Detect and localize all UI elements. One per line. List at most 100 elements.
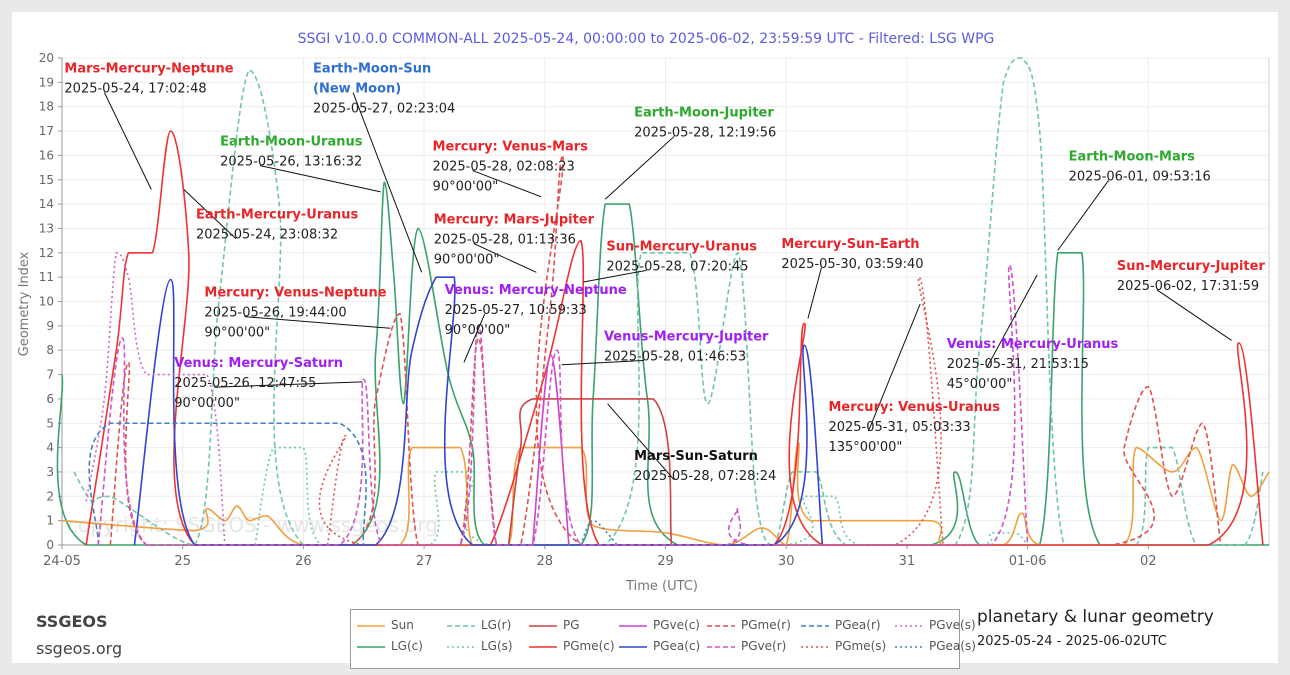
y-tick-label: 10: [39, 295, 54, 309]
annotation-title: Mercury: Mars-Jupiter: [434, 213, 595, 228]
annotation: Earth-Moon-Mars 2025-06-01, 09:53:16: [1058, 149, 1211, 250]
annotation-leader-line: [1157, 290, 1232, 341]
annotation: Sun-Mercury-Jupiter 2025-06-02, 17:31:59: [1117, 259, 1266, 341]
x-tick-label: 28: [537, 554, 554, 569]
annotation-date: 2025-05-26, 12:47:55: [174, 376, 316, 391]
annotation-date: 2025-05-28, 01:13:36: [434, 233, 576, 248]
annotation-date: 2025-05-26, 13:16:32: [220, 155, 362, 170]
legend-label: PGea(r): [835, 618, 881, 632]
annotation-leader-line: [808, 268, 821, 319]
annotation: Mercury: Venus-Neptune 2025-05-26, 19:44:…: [204, 286, 390, 341]
annotation-date: 2025-06-01, 09:53:16: [1069, 169, 1211, 184]
annotation-leader-line: [987, 275, 1038, 368]
annotation-title: Earth-Moon-Jupiter: [634, 105, 774, 120]
annotation-title: Mars-Mercury-Neptune: [64, 62, 233, 77]
y-tick-label: 6: [46, 392, 54, 406]
x-tick-label: 27: [416, 554, 433, 569]
annotation-title: Earth-Moon-Uranus: [220, 135, 363, 150]
legend-swatch: [619, 642, 647, 652]
x-tick-label: 31: [899, 554, 916, 569]
y-tick-label: 18: [39, 100, 54, 114]
annotation-leader-line: [353, 93, 422, 273]
annotation-title: Sun-Mercury-Jupiter: [1117, 259, 1266, 274]
subtitle: planetary & lunar geometry: [977, 607, 1214, 627]
event-annotations: Mars-Mercury-Neptune 2025-05-24, 17:02:48…: [64, 62, 1265, 484]
annotation-title: Venus: Mercury-Saturn: [174, 356, 343, 371]
legend-label: PGea(s): [929, 639, 976, 653]
legend-swatch: [895, 642, 923, 652]
annotation-angle: 90°00'00": [445, 323, 511, 338]
annotation-angle: 90°00'00": [204, 326, 270, 341]
annotation-date: 2025-05-24, 17:02:48: [64, 82, 206, 97]
brand-name: SSGEOS: [36, 612, 108, 631]
legend-swatch: [801, 642, 829, 652]
annotation-date: 2025-05-24, 23:08:32: [196, 228, 338, 243]
brand-url[interactable]: ssgeos.org: [36, 639, 122, 658]
legend-swatch: [529, 621, 557, 631]
annotation-date: 2025-06-02, 17:31:59: [1117, 279, 1259, 294]
y-tick-label: 5: [46, 416, 54, 430]
annotation-angle: 90°00'00": [174, 396, 240, 411]
annotation: Mercury: Venus-Mars 2025-05-28, 02:08:23 9…: [433, 140, 589, 197]
annotation-title: Mars-Sun-Saturn: [634, 449, 758, 464]
chart-frame: SSGI v10.0.0 COMMON-ALL 2025-05-24, 00:0…: [12, 12, 1278, 663]
legend-swatch: [447, 642, 475, 652]
annotation: Mercury-Sun-Earth 2025-05-30, 03:59:40: [781, 237, 923, 319]
legend-swatch: [707, 642, 735, 652]
annotation-date: 2025-05-28, 07:28:24: [634, 469, 776, 484]
y-tick-label: 9: [46, 319, 54, 333]
annotation-date: 2025-05-27, 02:23:04: [313, 102, 455, 117]
annotation-date: 2025-05-28, 02:08:23: [433, 160, 575, 175]
legend-label: PGve(s): [929, 618, 976, 632]
legend-label: PGme(r): [741, 618, 791, 632]
y-tick-label: 2: [46, 489, 54, 503]
annotation-date: 2025-05-28, 12:19:56: [634, 125, 776, 140]
legend-label: PGme(s): [835, 639, 886, 653]
y-tick-label: 17: [39, 124, 54, 138]
y-axis-label: Geometry Index: [17, 251, 32, 356]
annotation-date: 2025-05-30, 03:59:40: [781, 257, 923, 272]
legend-label: LG(c): [391, 639, 423, 653]
legend-label: PG: [563, 618, 580, 632]
y-tick-label: 8: [46, 343, 54, 357]
legend-label: PGve(c): [653, 618, 700, 632]
legend-swatch: [447, 621, 475, 631]
y-tick-label: 12: [39, 246, 54, 260]
annotation-title: Mercury: Venus-Mars: [433, 140, 589, 155]
annotation: Earth-Mercury-Uranus 2025-05-24, 23:08:32: [184, 189, 359, 242]
legend-label: LG(r): [481, 618, 511, 632]
legend-label: Sun: [391, 618, 414, 632]
annotation-date: 2025-05-28, 01:46:53: [604, 349, 746, 364]
y-tick-label: 15: [39, 173, 54, 187]
annotation: Earth-Moon-Uranus 2025-05-26, 13:16:32: [220, 135, 381, 192]
annotation-title: Venus-Mercury-Jupiter: [604, 329, 769, 344]
legend: Sun LG(r) PG PGve(c) PGme(r) PGea(r) PGve(s) LG…: [350, 609, 960, 669]
annotation-title: Earth-Mercury-Uranus: [196, 208, 359, 223]
x-tick-label: 30: [778, 554, 795, 569]
legend-swatch: [529, 642, 557, 652]
y-tick-label: 7: [46, 368, 54, 382]
y-tick-label: 16: [39, 148, 54, 162]
annotation-date: 2025-05-26, 19:44:00: [204, 306, 346, 321]
y-tick-label: 13: [39, 221, 54, 235]
legend-label: PGea(c): [653, 639, 700, 653]
y-tick-label: 11: [39, 270, 54, 284]
y-tick-label: 4: [46, 441, 54, 455]
legend-label: PGme(c): [563, 639, 615, 653]
y-tick-label: 1: [46, 514, 54, 528]
x-axis-label: Time (UTC): [625, 579, 698, 594]
legend-swatch: [707, 621, 735, 631]
y-tick-label: 14: [39, 197, 54, 211]
annotation-title-line2: (New Moon): [313, 82, 401, 97]
geometry-index-chart: SSGI v10.0.0 COMMON-ALL 2025-05-24, 00:0…: [12, 12, 1278, 597]
annotation-title: Mercury: Venus-Neptune: [204, 286, 386, 301]
x-tick-label: 01-06: [1009, 554, 1047, 569]
annotation-title: Venus: Mercury-Uranus: [947, 337, 1119, 352]
annotation-date: 2025-05-28, 07:20:45: [606, 259, 748, 274]
annotation-title: Sun-Mercury-Uranus: [606, 239, 757, 254]
annotation-angle: 90°00'00": [434, 253, 500, 268]
y-tick-label: 20: [39, 51, 54, 65]
annotation: Venus: Mercury-Saturn 2025-05-26, 12:47:5…: [174, 356, 362, 411]
annotation: Earth-Moon-Jupiter 2025-05-28, 12:19:56: [605, 105, 776, 199]
legend-swatch: [895, 621, 923, 631]
